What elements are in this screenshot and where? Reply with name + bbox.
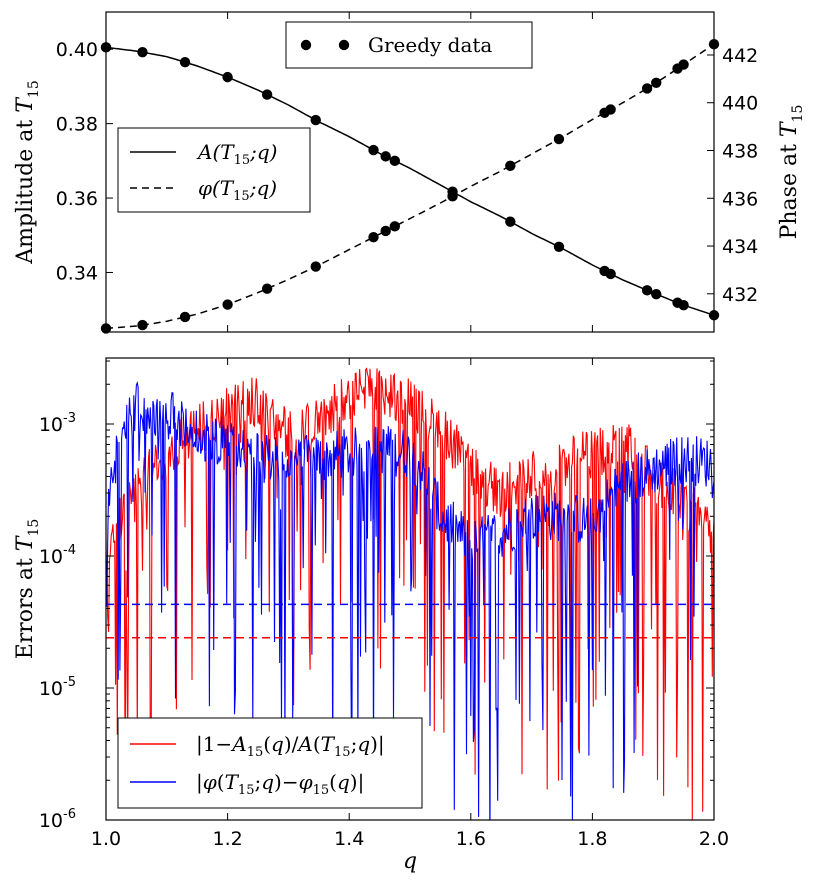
phase-legend-label: φ(T15;q): [198, 176, 277, 204]
greedy-legend-label: Greedy data: [368, 33, 492, 57]
top-right-ylabel: Phase at T15: [777, 105, 806, 240]
greedy-phase-point: [380, 225, 391, 237]
bottom-x-ticks: 1.0 1.2 1.4 1.6 1.8 2.0: [91, 358, 729, 850]
curves-legend: A(T15;q) φ(T15;q): [117, 127, 311, 213]
greedy-legend: Greedy data: [285, 21, 533, 69]
greedy-amplitude-point: [380, 151, 391, 162]
right-tick-label: 432: [722, 284, 758, 306]
left-tick-label: 0.34: [56, 262, 98, 284]
right-tick-label: 438: [722, 141, 758, 163]
greedy-amplitude-point: [553, 241, 565, 252]
top-left-ticks: 0.34 0.36 0.38 0.40: [56, 39, 113, 284]
greedy-phase-point: [368, 231, 379, 243]
curves-legend-box: [117, 127, 311, 213]
x-tick-label: 1.8: [577, 828, 607, 850]
error-curves: [106, 367, 714, 820]
x-tick-label: 1.6: [456, 828, 486, 850]
x-tick-label: 2.0: [699, 828, 729, 850]
greedy-amplitude-point: [505, 216, 516, 227]
right-tick-label: 442: [722, 45, 758, 67]
errors-legend: |1−A15(q)/A(T15;q)| |φ(T15;q)−φ15(q)|: [117, 717, 423, 809]
greedy-phase-point: [179, 311, 191, 323]
right-tick-label: 436: [722, 188, 758, 210]
greedy-amplitude-point: [310, 114, 321, 126]
left-tick-label: 0.40: [56, 39, 98, 61]
greedy-phase-point: [222, 299, 233, 310]
greedy-legend-box: [285, 21, 533, 69]
bottom-plot-frame: [105, 357, 715, 821]
amp-error-curve: [106, 367, 714, 820]
x-tick-label: 1.0: [91, 828, 121, 850]
greedy-amplitude-point: [222, 71, 233, 83]
greedy-phase-point: [261, 283, 273, 294]
top-left-ylabel: Amplitude at T15: [13, 80, 42, 264]
y-tick-label: 10-6: [39, 807, 76, 832]
x-tick-label: 1.4: [334, 828, 364, 850]
greedy-amplitude-point: [179, 57, 191, 68]
bottom-xlabel: q: [403, 849, 417, 874]
right-tick-label: 440: [722, 93, 758, 115]
greedy-phase-point: [641, 83, 653, 94]
amp-error-legend-label: |1−A15(q)/A(T15;q)|: [196, 732, 385, 760]
x-tick-label: 1.2: [212, 828, 242, 850]
phase-error-curve: [106, 381, 714, 820]
greedy-phase-point: [447, 191, 458, 202]
greedy-amplitude-point: [605, 268, 616, 280]
greedy-amplitude-point: [651, 288, 662, 300]
greedy-phase-point: [137, 319, 148, 331]
greedy-legend-marker: [300, 39, 312, 51]
greedy-amplitude-point: [261, 89, 273, 100]
greedy-amplitude-point: [368, 144, 379, 156]
y-tick-label: 10-4: [39, 543, 76, 568]
greedy-phase-point: [678, 59, 689, 70]
left-tick-label: 0.36: [56, 188, 98, 210]
errors-legend-box: [117, 717, 423, 809]
greedy-phase-point: [505, 160, 516, 171]
y-tick-label: 10-5: [39, 675, 76, 700]
greedy-amplitude-point: [137, 46, 148, 58]
top-plot-frame: [105, 11, 715, 333]
phase-error-legend-label: |φ(T15;q)−φ15(q)|: [196, 770, 364, 798]
right-tick-label: 434: [722, 236, 758, 258]
greedy-phase-point: [553, 133, 565, 145]
greedy-phase-point: [310, 261, 321, 272]
greedy-dots: [100, 39, 720, 334]
top-panel: 0.34 0.36 0.38 0.40 432 434 436 438 440 442 Ampl…: [13, 11, 806, 334]
greedy-phase-point: [651, 77, 662, 89]
greedy-amplitude-point: [641, 285, 653, 296]
left-tick-label: 0.38: [56, 114, 98, 136]
greedy-amplitude-point: [389, 155, 400, 167]
y-tick-label: 10-3: [39, 411, 76, 436]
greedy-phase-point: [605, 104, 616, 115]
bottom-panel: 10-3 10-4 10-5 10-6 1.0 1.2 1.4 1.6 1.8 2.0 Erro…: [13, 357, 729, 874]
greedy-legend-marker: [338, 39, 350, 51]
greedy-phase-point: [389, 221, 400, 232]
top-x-ticks: [105, 12, 715, 332]
top-right-ticks: 432 434 436 438 440 442: [707, 45, 758, 306]
greedy-amplitude-point: [678, 300, 689, 311]
bottom-ylabel: Errors at T15: [13, 519, 42, 660]
